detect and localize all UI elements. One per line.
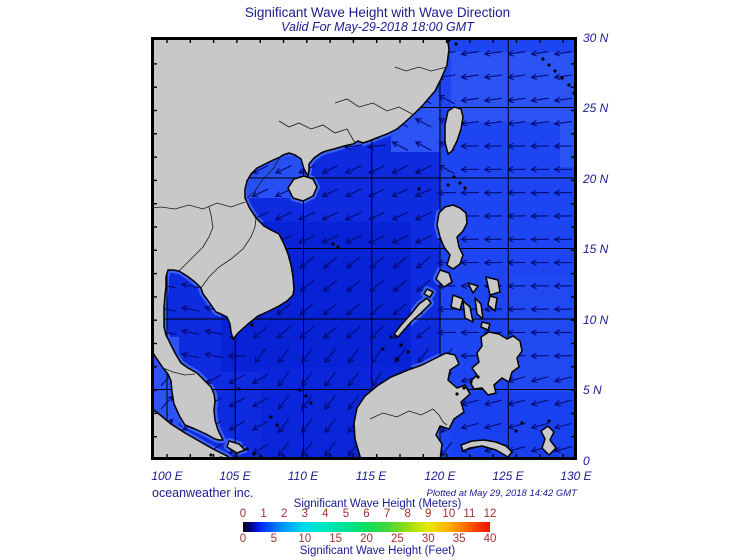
scale-tick-label: 35 [452, 533, 466, 545]
land-taiwan [444, 106, 464, 155]
land-negros [462, 300, 474, 323]
scale-tick-label: 0 [239, 508, 247, 520]
land-bohol [480, 321, 491, 331]
land-cebu [474, 297, 484, 320]
scale-tick-label: 1 [260, 508, 267, 520]
land-masbate [467, 282, 479, 294]
scale-tick-label: 2 [280, 508, 288, 520]
plotted-timestamp: Plotted at May 29, 2018 14:42 GMT [426, 488, 577, 499]
land-mindanao [469, 331, 523, 396]
land-bintan [226, 440, 246, 454]
land-hainan [287, 175, 318, 202]
land-busuanga [423, 288, 434, 298]
scale-tick-label: 4 [322, 508, 329, 520]
scale-tick-label: 6 [363, 508, 370, 520]
scale-tick-label: 7 [383, 508, 391, 520]
land-luzon [436, 204, 468, 270]
scale-tick-label: 0 [239, 533, 247, 545]
credit-text: oceanweather inc. [152, 486, 254, 500]
land-leyte [487, 295, 498, 312]
scale-tick-label: 10 [298, 533, 312, 545]
scale-tick-label: 5 [342, 508, 350, 520]
lon-label: 125 E [492, 469, 524, 483]
plot-subtitle: Valid For May-29-2018 18:00 GMT [281, 20, 474, 34]
land-palawan [393, 297, 432, 338]
scale-tick-label: 3 [301, 508, 308, 520]
land-panay [450, 294, 464, 311]
land-mainland-asia [151, 37, 450, 441]
land-samar [485, 276, 501, 296]
scale-tick-label: 5 [270, 533, 278, 545]
scale-tick-label: 25 [390, 533, 404, 545]
land-sumatra [151, 407, 232, 460]
scale-tick-label: 9 [425, 508, 432, 520]
colorbar-title-feet: Significant Wave Height (Feet) [299, 545, 456, 557]
land-mindoro [435, 269, 453, 288]
lon-label: 110 E [287, 469, 319, 483]
lat-label: 30 N [583, 31, 609, 45]
lat-label: 0 [583, 454, 590, 468]
colorbar-title-meters: Significant Wave Height (Meters) [293, 498, 462, 510]
map-canvas [151, 37, 577, 460]
lat-label: 5 N [583, 383, 602, 397]
scale-tick-label: 8 [404, 508, 411, 520]
scale-tick-label: 30 [421, 533, 435, 545]
scale-tick-label: 12 [483, 508, 497, 520]
land-halmahera [540, 425, 557, 456]
land-sulawesi-arm [460, 439, 513, 458]
lat-label: 25 N [583, 101, 609, 115]
lon-label: 130 E [560, 469, 592, 483]
scale-tick-label: 15 [329, 533, 343, 545]
scale-tick-label: 20 [360, 533, 373, 545]
land-borneo [353, 352, 471, 460]
scale-tick-label: 40 [483, 533, 497, 545]
lon-label: 115 E [355, 469, 387, 483]
lon-label: 105 E [219, 469, 251, 483]
scale-tick-label: 10 [442, 508, 456, 520]
lon-label: 100 E [151, 469, 183, 483]
scale-tick-label: 11 [463, 508, 476, 520]
plot-title: Significant Wave Height with Wave Direct… [244, 5, 511, 20]
colorbar-gradient [243, 522, 490, 532]
lon-label: 120 E [424, 469, 456, 483]
lat-label: 10 N [583, 313, 609, 327]
lat-label: 15 N [583, 242, 609, 256]
lat-label: 20 N [583, 172, 609, 186]
